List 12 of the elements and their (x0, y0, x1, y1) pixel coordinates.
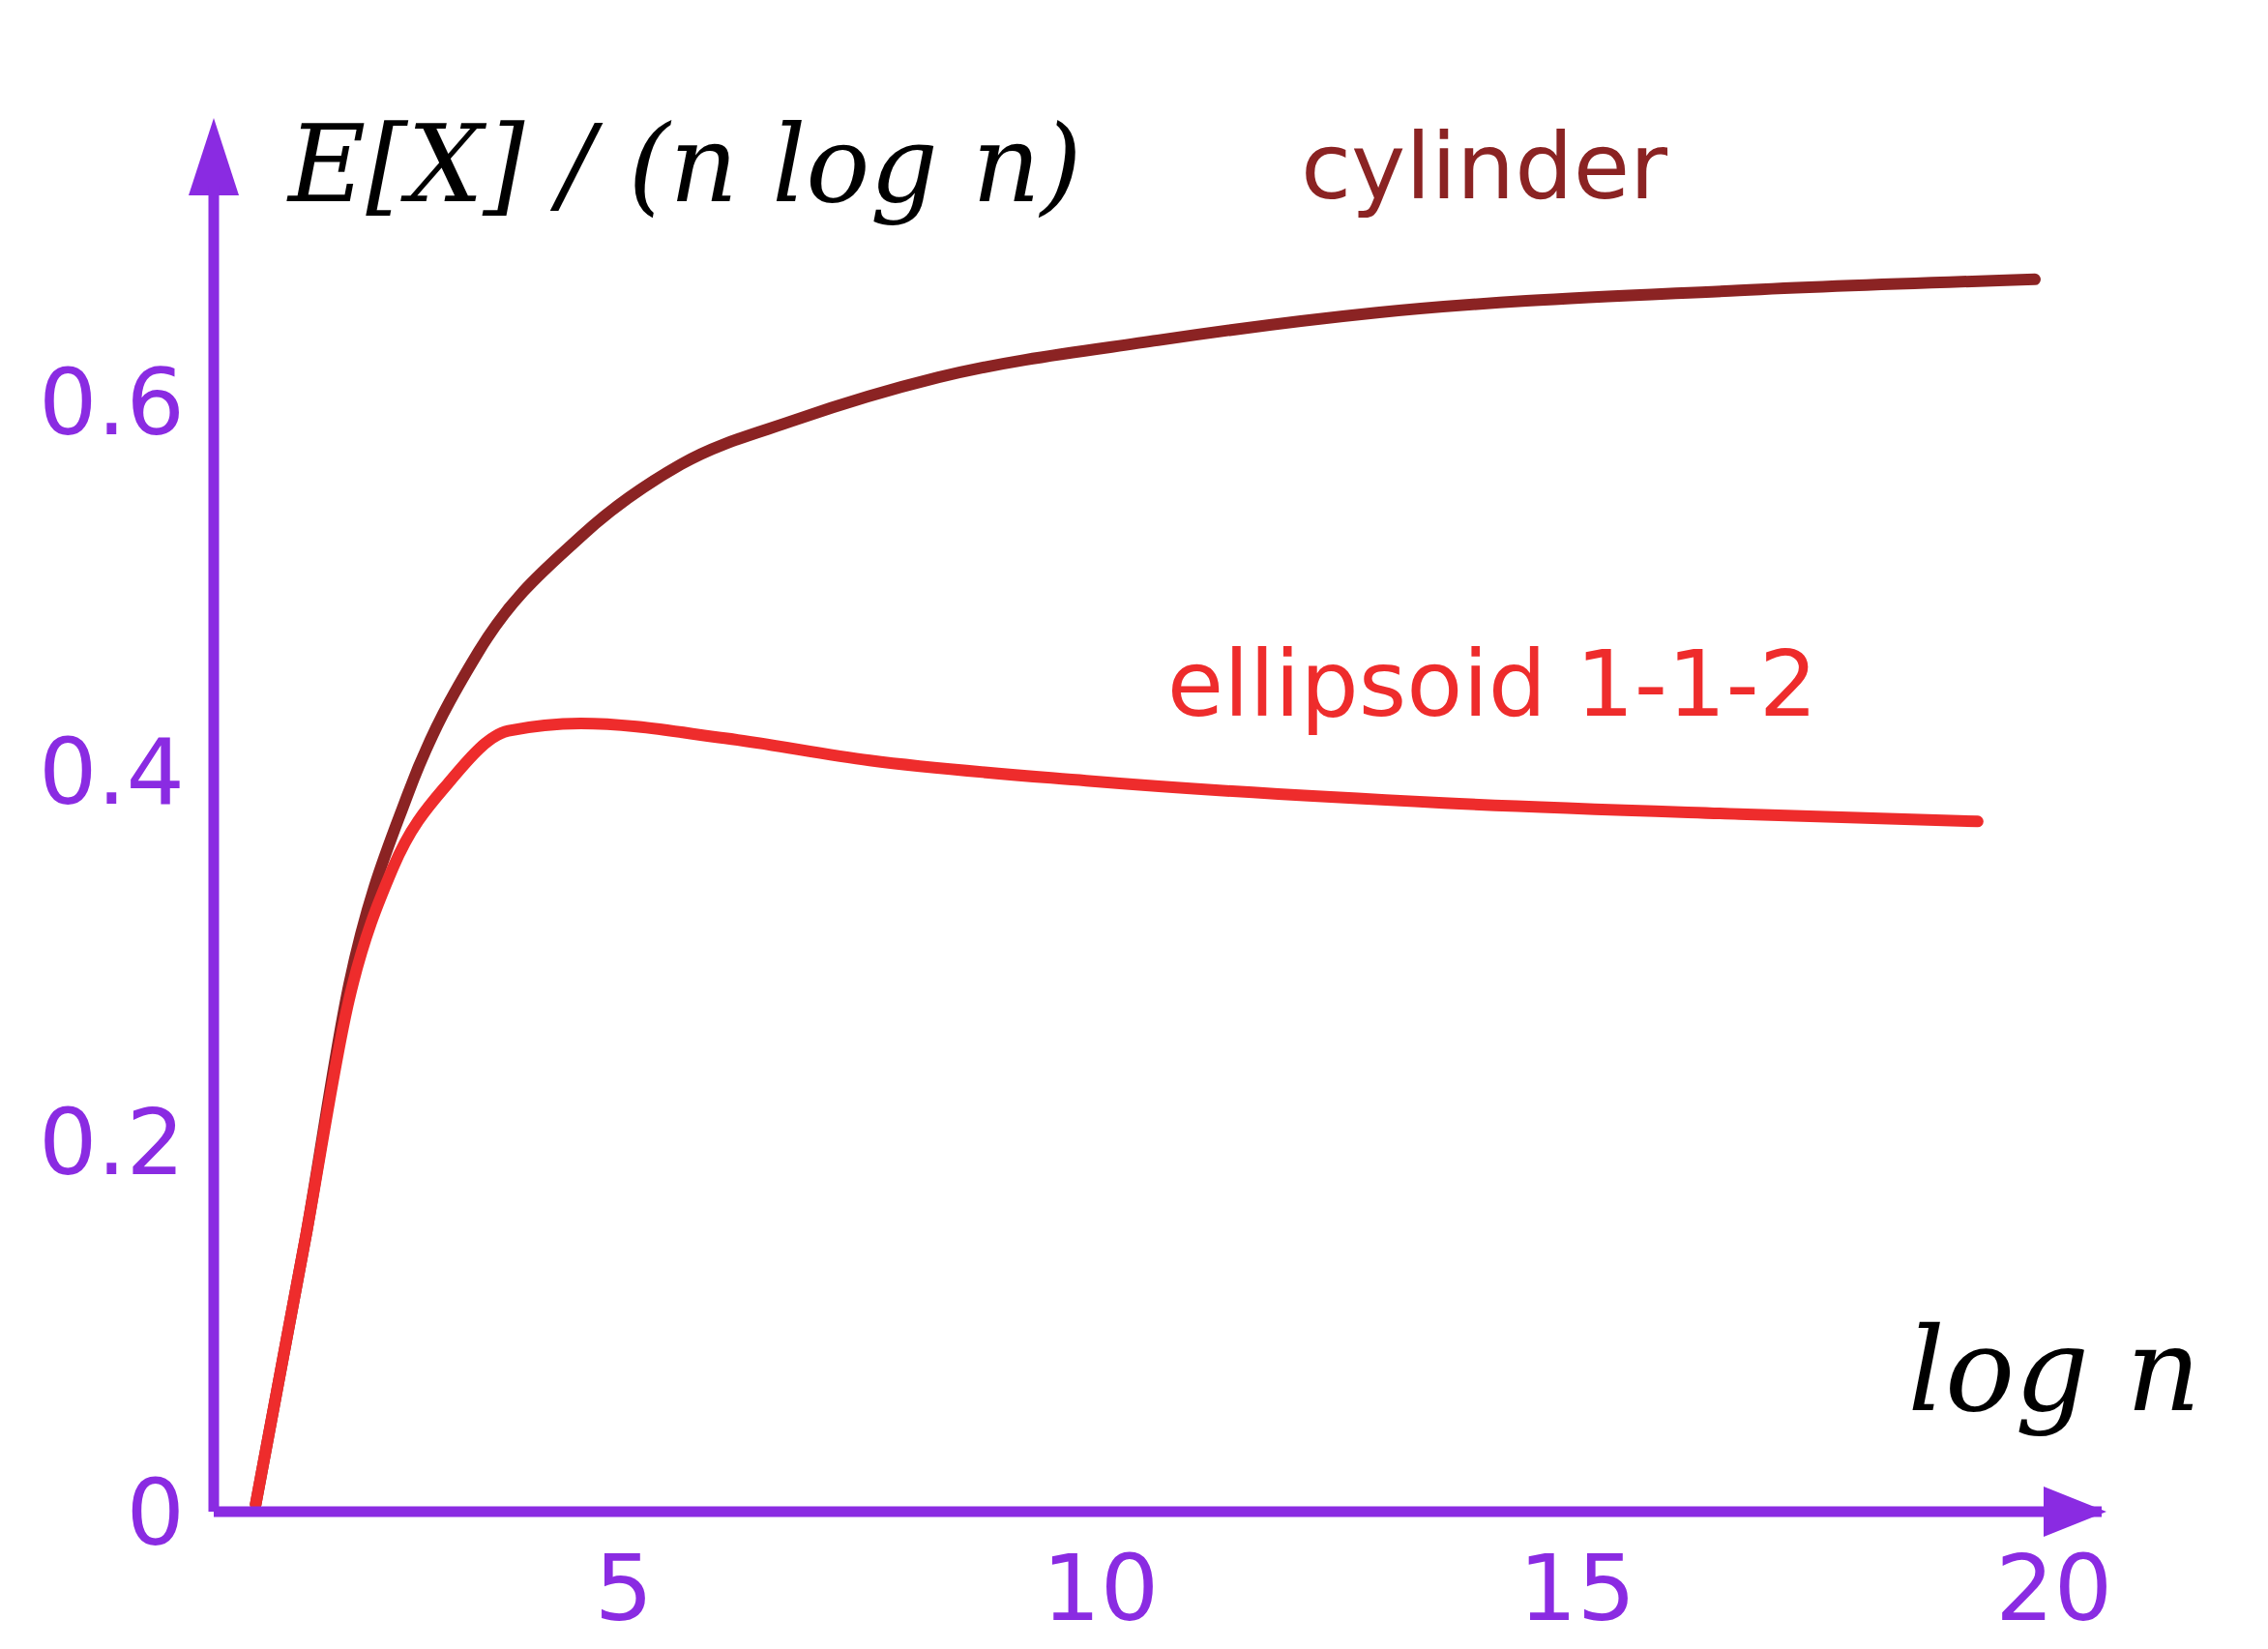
y-tick-label: 0 (126, 1458, 185, 1566)
y-tick-label: 0.6 (38, 348, 185, 456)
x-tick-label: 5 (594, 1535, 654, 1642)
y-tick-label: 0.4 (38, 719, 185, 826)
x-tick-label: 15 (1518, 1535, 1636, 1642)
series-label: cylinder (1300, 112, 1669, 220)
x-axis-title: log n (1907, 1303, 2201, 1437)
y-tick-label: 0.2 (38, 1089, 185, 1196)
x-tick-label: 10 (1042, 1535, 1160, 1642)
series-label: ellipsoid 1-1-2 (1166, 631, 1818, 738)
x-tick-label: 20 (1995, 1535, 2113, 1642)
y-axis-title: E[X] / (n log n) (286, 103, 1082, 226)
